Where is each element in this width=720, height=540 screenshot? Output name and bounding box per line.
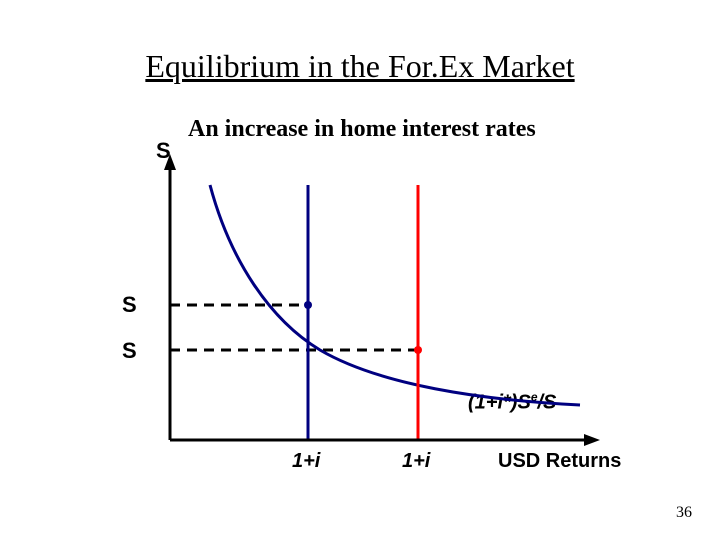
forex-chart <box>0 0 720 540</box>
